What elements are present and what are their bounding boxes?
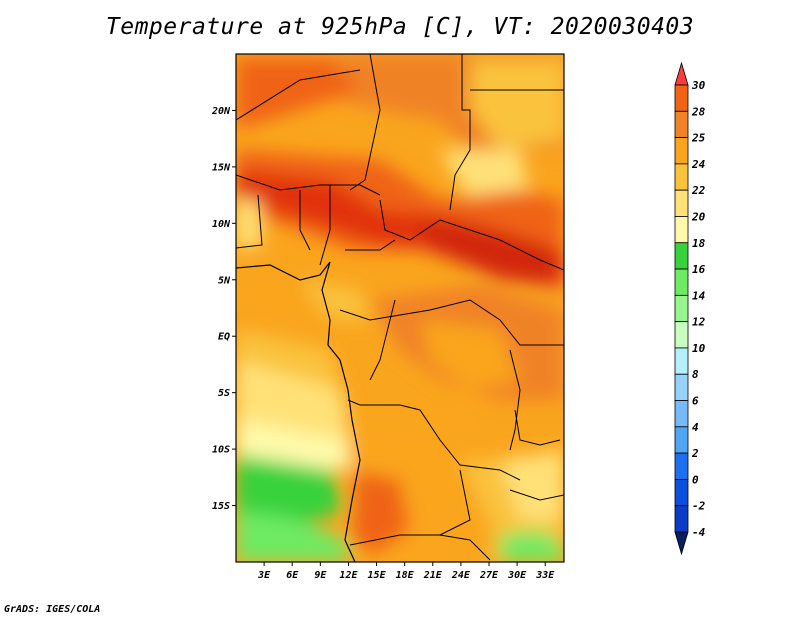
colorbar-swatch xyxy=(674,110,689,138)
colorbar-swatch xyxy=(674,505,689,533)
lat-tick-label: 15S xyxy=(212,501,230,512)
colorbar-label: 8 xyxy=(692,368,699,381)
colorbar-swatch xyxy=(674,189,689,217)
lon-tick-label: 18E xyxy=(396,570,415,581)
lon-tick-label: 27E xyxy=(479,570,499,581)
colorbar-swatch xyxy=(674,163,689,191)
colorbar-label: 4 xyxy=(692,421,699,434)
colorbar-swatch xyxy=(674,216,689,244)
colorbar-max-triangle xyxy=(674,61,689,86)
lat-tick-label: 10S xyxy=(212,445,230,456)
colorbar-swatch xyxy=(674,268,689,296)
lat-tick-label: 5N xyxy=(218,275,231,286)
colorbar-label: 0 xyxy=(692,473,699,486)
lake-tanganyika xyxy=(509,349,521,451)
colorbar-label: 2 xyxy=(691,447,699,460)
lon-tick-label: 15E xyxy=(368,570,387,581)
colorbar-label: -4 xyxy=(692,526,706,539)
colorbar-label: -2 xyxy=(692,500,706,513)
colorbar-min-triangle xyxy=(674,531,689,556)
colorbar-swatch xyxy=(674,452,689,480)
lon-tick-label: 24E xyxy=(451,570,471,581)
footer-credit: GrADS: IGES/COLA xyxy=(4,604,101,615)
map-frame xyxy=(235,53,565,563)
map-title: Temperature at 925hPa [C], VT: 202003040… xyxy=(105,14,695,40)
lon-tick-label: 9E xyxy=(314,570,327,581)
latitude-axis: 20N 15N 10N 5N EQ 5S 10S 15S xyxy=(211,106,236,512)
colorbar-swatch xyxy=(674,400,689,428)
colorbar-swatch xyxy=(674,347,689,375)
colorbar-label: 6 xyxy=(692,395,699,408)
colorbar-swatch xyxy=(674,479,689,507)
colorbar-label: 18 xyxy=(692,237,706,250)
lat-tick-label: 15N xyxy=(212,162,231,173)
country-borders xyxy=(236,54,564,561)
lat-tick-label: 20N xyxy=(211,106,231,117)
lon-tick-label: 12E xyxy=(339,570,358,581)
colorbar-swatch xyxy=(674,426,689,454)
colorbar-label: 24 xyxy=(691,158,706,171)
lon-tick-label: 3E xyxy=(257,570,271,581)
lon-tick-label: 21E xyxy=(423,570,443,581)
colorbar-label: 22 xyxy=(691,184,706,197)
colorbar-label: 28 xyxy=(691,105,706,118)
colorbar-label: 14 xyxy=(692,289,706,302)
colorbar-label: 16 xyxy=(692,263,706,276)
temperature-field xyxy=(236,54,564,562)
coastline xyxy=(236,261,361,562)
colorbar-label: 10 xyxy=(692,342,706,355)
lon-tick-label: 6E xyxy=(286,570,299,581)
lat-tick-label: 5S xyxy=(218,388,230,399)
colorbar-swatch xyxy=(674,321,689,349)
colorbar-swatch xyxy=(674,84,689,112)
lat-tick-label: 10N xyxy=(212,219,231,230)
colorbar-swatch xyxy=(674,294,689,323)
colorbar-label: 30 xyxy=(691,79,706,92)
colorbar-swatch xyxy=(674,137,689,165)
lon-tick-label: 33E xyxy=(535,570,555,581)
colorbar-label: 20 xyxy=(691,210,706,223)
colorbar-swatch xyxy=(674,242,689,270)
colorbar-swatch xyxy=(674,373,689,401)
colorbar-label: 12 xyxy=(692,316,706,329)
lat-tick-label: EQ xyxy=(218,332,230,343)
colorbar-label: 25 xyxy=(691,132,706,145)
lon-tick-label: 30E xyxy=(507,570,527,581)
longitude-axis: 3E 6E 9E 12E 15E 18E 21E 24E 27E 30E 33E xyxy=(257,562,555,581)
